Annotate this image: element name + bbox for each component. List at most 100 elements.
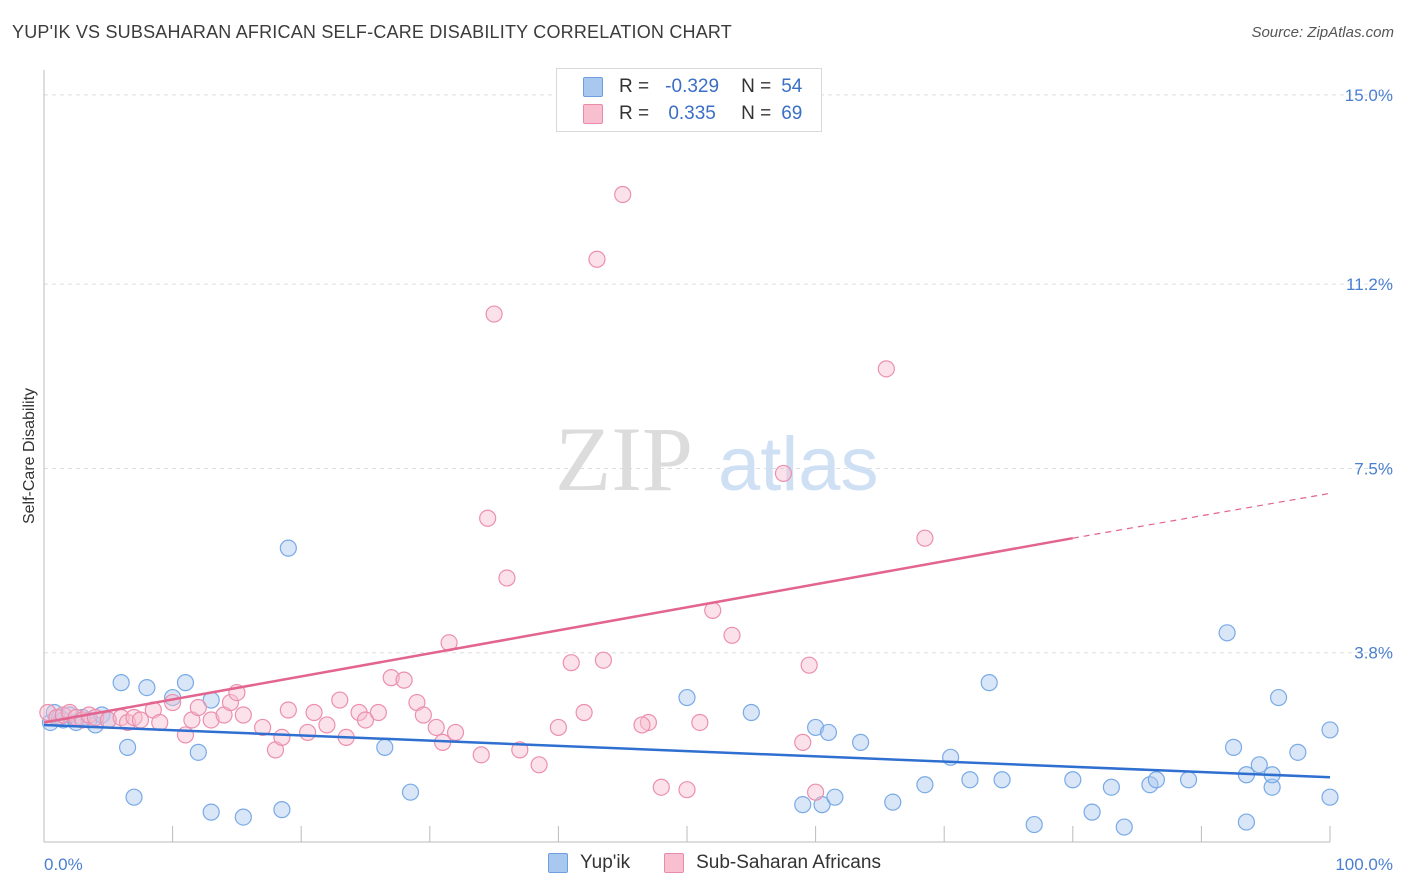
y-tick-label: 3.8%: [1354, 644, 1393, 663]
subsaharan-point: [511, 741, 529, 759]
subsaharan-point: [382, 669, 400, 687]
watermark-atlas: atlas: [718, 422, 879, 507]
yupik-point: [1115, 818, 1133, 836]
yupik-point: [401, 783, 420, 801]
r-value: -0.329: [665, 76, 720, 97]
legend-row-subsaharan: R = 0.335 N = 69: [583, 101, 802, 127]
yupik-point: [1269, 688, 1288, 707]
subsaharan-point: [498, 569, 516, 587]
subsaharan-point: [588, 250, 606, 268]
legend-label-yupik: Yup'ik: [580, 852, 631, 873]
subsaharan-point: [234, 706, 252, 724]
subsaharan-point: [691, 713, 709, 732]
subsaharan-point: [794, 733, 812, 751]
yupik-point: [1224, 738, 1243, 756]
subsaharan-point: [562, 654, 580, 672]
yupik-point: [678, 688, 696, 707]
n-value: 69: [781, 103, 803, 124]
subsaharan-point: [356, 711, 375, 729]
subsaharan-point: [221, 693, 240, 712]
yupik-point: [273, 801, 291, 819]
subsaharan-point: [305, 703, 323, 722]
yupik-point: [189, 743, 207, 761]
gridlines: [44, 94, 1393, 654]
r-label: R =: [619, 103, 650, 124]
subsaharan-point: [594, 651, 613, 669]
subsaharan-trend-line: [43, 536, 1074, 724]
watermark-zip: ZIP: [555, 408, 693, 510]
subsaharan-point: [800, 656, 818, 674]
legend-swatch-subsaharan: [583, 104, 603, 124]
yupik-point: [1179, 771, 1198, 789]
yupik-point: [176, 674, 195, 692]
source-label: Source: ZipAtlas.com: [1251, 24, 1394, 41]
yupik-point: [1321, 721, 1339, 739]
x-tick-min: 0.0%: [44, 855, 83, 874]
y-axis-label: Self-Care Disability: [21, 388, 38, 524]
yupik-point: [202, 803, 220, 821]
yupik-point: [1147, 771, 1165, 789]
subsaharan-point: [202, 711, 220, 729]
subsaharan-point: [395, 671, 413, 689]
subsaharan-point: [369, 703, 387, 722]
yupik-point: [279, 539, 297, 557]
legend-item-yupik: Yup'ik: [548, 852, 630, 874]
y-tick-label: 11.2%: [1346, 275, 1393, 294]
subsaharan-point: [479, 509, 497, 527]
subsaharan-point: [189, 698, 207, 717]
subsaharan-point: [254, 718, 272, 737]
y-tick-labels: 3.8% 7.5% 11.2% 15.0%: [1345, 86, 1393, 663]
stats-legend: R = -0.329 N = 54 R = 0.335 N = 69: [556, 68, 822, 132]
yupik-point: [1102, 778, 1120, 796]
legend-swatch-subsaharan: [664, 853, 685, 873]
yupik-point: [118, 738, 137, 756]
subsaharan-point: [530, 756, 548, 774]
yupik-trend-line: [43, 723, 1331, 779]
subsaharan-point: [164, 693, 182, 712]
subsaharan-point: [318, 716, 336, 734]
yupik-point: [112, 674, 130, 692]
subsaharan-point: [151, 713, 169, 732]
yupik-point: [1321, 788, 1339, 806]
yupik-point: [916, 776, 934, 794]
yupik-point: [826, 788, 844, 806]
yupik-point: [1083, 803, 1101, 821]
subsaharan-point: [633, 716, 651, 734]
yupik-point: [1289, 743, 1307, 761]
legend-label-subsaharan: Sub-Saharan Africans: [696, 852, 881, 873]
subsaharan-point: [678, 781, 696, 799]
series-legend: Yup'ik Sub-Saharan Africans: [548, 852, 915, 874]
data-points: [39, 185, 1339, 836]
yupik-point: [1263, 778, 1281, 796]
subsaharan-point: [485, 305, 503, 323]
subsaharan-point: [774, 464, 793, 483]
subsaharan-point: [549, 718, 568, 737]
yupik-point: [819, 723, 838, 742]
x-tick-max: 100.0%: [1335, 855, 1393, 874]
yupik-point: [1250, 756, 1268, 774]
subsaharan-point: [614, 185, 632, 204]
r-label: R =: [619, 76, 650, 97]
yupik-point: [993, 771, 1011, 789]
subsaharan-point: [414, 706, 432, 724]
yupik-point: [125, 788, 143, 806]
subsaharan-point: [877, 360, 895, 378]
legend-row-yupik: R = -0.329 N = 54: [583, 74, 802, 100]
n-label: N =: [741, 103, 772, 124]
subsaharan-point: [273, 728, 291, 747]
subsaharan-point: [652, 778, 670, 796]
chart-title: YUP'IK VS SUBSAHARAN AFRICAN SELF-CARE D…: [12, 22, 732, 42]
subsaharan-point: [575, 703, 593, 722]
n-value: 54: [781, 76, 803, 97]
yupik-point: [1064, 771, 1082, 789]
subsaharan-point: [446, 723, 465, 742]
yupik-point: [376, 738, 394, 756]
subsaharan-point: [299, 723, 317, 742]
yupik-point: [1025, 815, 1043, 834]
subsaharan-point: [427, 718, 445, 737]
yupik-point: [806, 718, 825, 737]
legend-item-subsaharan: Sub-Saharan Africans: [664, 852, 881, 874]
r-value: 0.335: [668, 103, 716, 124]
subsaharan-point: [279, 701, 297, 719]
